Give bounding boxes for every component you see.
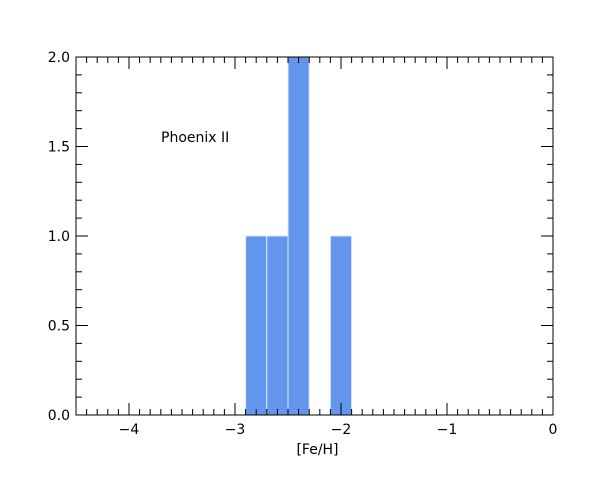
histogram-bar-1 — [245, 235, 268, 416]
y-tick-label: 0.5 — [48, 319, 70, 335]
ticks-layer — [75, 56, 554, 416]
x-tick-label: −1 — [437, 422, 458, 438]
x-tick-label: −4 — [119, 422, 140, 438]
labels-layer: −4 −3 −2 −1 0 0.0 0.5 1.0 1.5 2.0 — [48, 50, 558, 438]
x-axis-label: [Fe/H] — [296, 442, 338, 458]
x-tick-label: −3 — [225, 422, 246, 438]
y-tick-label: 2.0 — [48, 50, 70, 66]
annotation-label: Phoenix II — [161, 130, 229, 146]
y-tick-label: 0.0 — [48, 408, 70, 424]
histogram-bar-4 — [329, 235, 353, 416]
plot-frame — [75, 56, 554, 416]
x-tick-label: 0 — [549, 422, 558, 438]
y-tick-label: 1.5 — [48, 140, 70, 156]
y-tick-label: 1.0 — [48, 229, 70, 245]
bars-layer — [245, 56, 353, 416]
histogram-bar-3 — [287, 56, 310, 416]
histogram-bar-2 — [266, 235, 289, 416]
x-tick-label: −2 — [331, 422, 352, 438]
